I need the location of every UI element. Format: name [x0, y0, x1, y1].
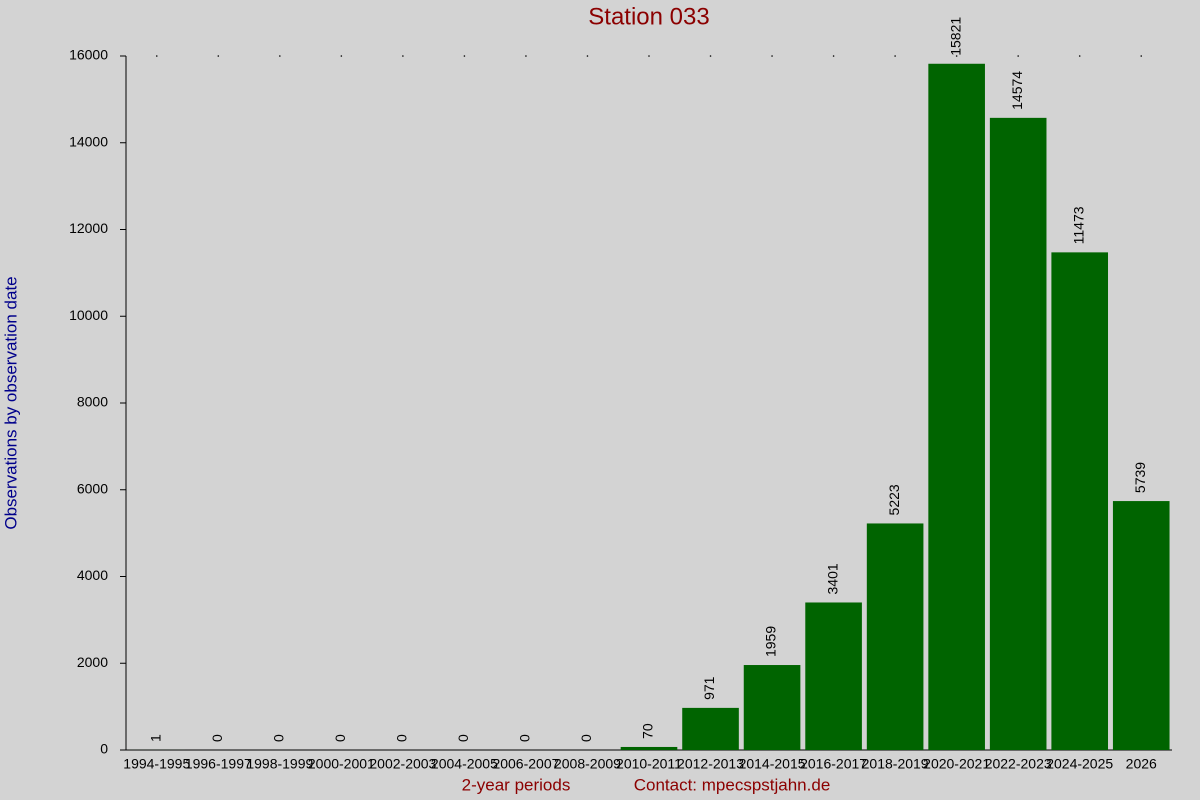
x-axis-label: 2-year periods — [462, 775, 571, 794]
x-tick-label: 2010-2011 — [616, 756, 682, 772]
y-tick-label: 14000 — [69, 133, 108, 149]
top-tick-dot — [955, 55, 958, 57]
y-tick-label: 4000 — [77, 567, 108, 583]
top-tick-dot — [709, 55, 712, 57]
value-label: 0 — [394, 734, 410, 742]
value-label: 3401 — [824, 563, 840, 594]
x-tick-label: 2006-2007 — [492, 756, 559, 772]
bar — [682, 707, 739, 750]
value-label: 0 — [332, 734, 348, 742]
top-tick-dot — [771, 55, 773, 57]
top-tick-dot — [402, 55, 404, 57]
footer: Contact: mpecspstjahn.de — [634, 775, 831, 794]
value-label: 0 — [455, 734, 471, 742]
top-tick-dot — [1140, 55, 1143, 57]
top-tick-dot — [463, 55, 466, 57]
x-tick-label: 1998-1999 — [246, 756, 313, 772]
y-tick-label: 8000 — [77, 394, 108, 410]
top-tick-dot — [340, 55, 343, 57]
x-tick-label: 2000-2001 — [308, 756, 375, 772]
x-tick-label: 2018-2019 — [862, 756, 929, 772]
bar — [928, 63, 985, 751]
x-tick-label: 2014-2015 — [739, 756, 806, 772]
top-tick-dot — [586, 55, 589, 57]
x-tick-label: 2020-2021 — [923, 756, 990, 772]
y-tick-label: 0 — [100, 741, 108, 757]
x-tick-label: 2022-2023 — [985, 756, 1052, 772]
x-tick-label: 1996-1997 — [185, 756, 252, 772]
value-label: 14574 — [1009, 71, 1025, 110]
bar — [1051, 252, 1109, 750]
value-label: 15821 — [947, 17, 963, 56]
top-tick-dot — [279, 55, 281, 57]
value-label: 1 — [147, 734, 163, 742]
top-tick-dot — [894, 55, 896, 57]
value-label: 1959 — [763, 626, 779, 657]
y-axis-label: Observations by observation date — [1, 276, 20, 529]
value-label: 70 — [640, 723, 656, 739]
y-tick-label: 6000 — [77, 480, 108, 496]
bar — [989, 117, 1047, 750]
y-tick-label: 16000 — [69, 47, 108, 63]
value-label: 5223 — [886, 484, 902, 515]
value-label: 11473 — [1070, 206, 1086, 244]
bar — [805, 602, 862, 750]
x-tick-label: 2008-2009 — [554, 756, 621, 772]
x-tick-label: 2002-2003 — [369, 756, 436, 772]
value-label: 0 — [578, 734, 594, 742]
top-tick-dot — [217, 55, 220, 57]
value-label: 0 — [209, 734, 225, 742]
top-tick-dot — [1017, 55, 1019, 57]
top-tick-dot — [525, 55, 527, 57]
x-tick-label: 2004-2005 — [431, 756, 498, 772]
x-tick-label: 2024-2025 — [1046, 756, 1113, 772]
y-tick-label: 2000 — [77, 654, 108, 670]
y-tick-label: 10000 — [69, 307, 108, 323]
value-label: 0 — [517, 734, 533, 742]
value-label: 971 — [701, 676, 717, 700]
top-tick-dot — [832, 55, 835, 57]
x-tick-label: 2026 — [1126, 756, 1157, 772]
value-label: 5739 — [1132, 462, 1148, 493]
bar — [866, 523, 924, 750]
x-tick-label: 2016-2017 — [800, 756, 867, 772]
x-tick-label: 2012-2013 — [677, 756, 744, 772]
top-tick-dot — [155, 55, 158, 57]
top-tick-dot — [1078, 55, 1081, 57]
bar — [1112, 501, 1170, 750]
top-tick-dot — [648, 55, 650, 57]
chart-title: Station 033 — [588, 3, 709, 30]
y-tick-label: 12000 — [69, 220, 108, 236]
bar — [743, 665, 801, 750]
x-tick-label: 1994-1995 — [123, 756, 190, 772]
bar — [620, 746, 678, 750]
value-label: 0 — [271, 734, 287, 742]
